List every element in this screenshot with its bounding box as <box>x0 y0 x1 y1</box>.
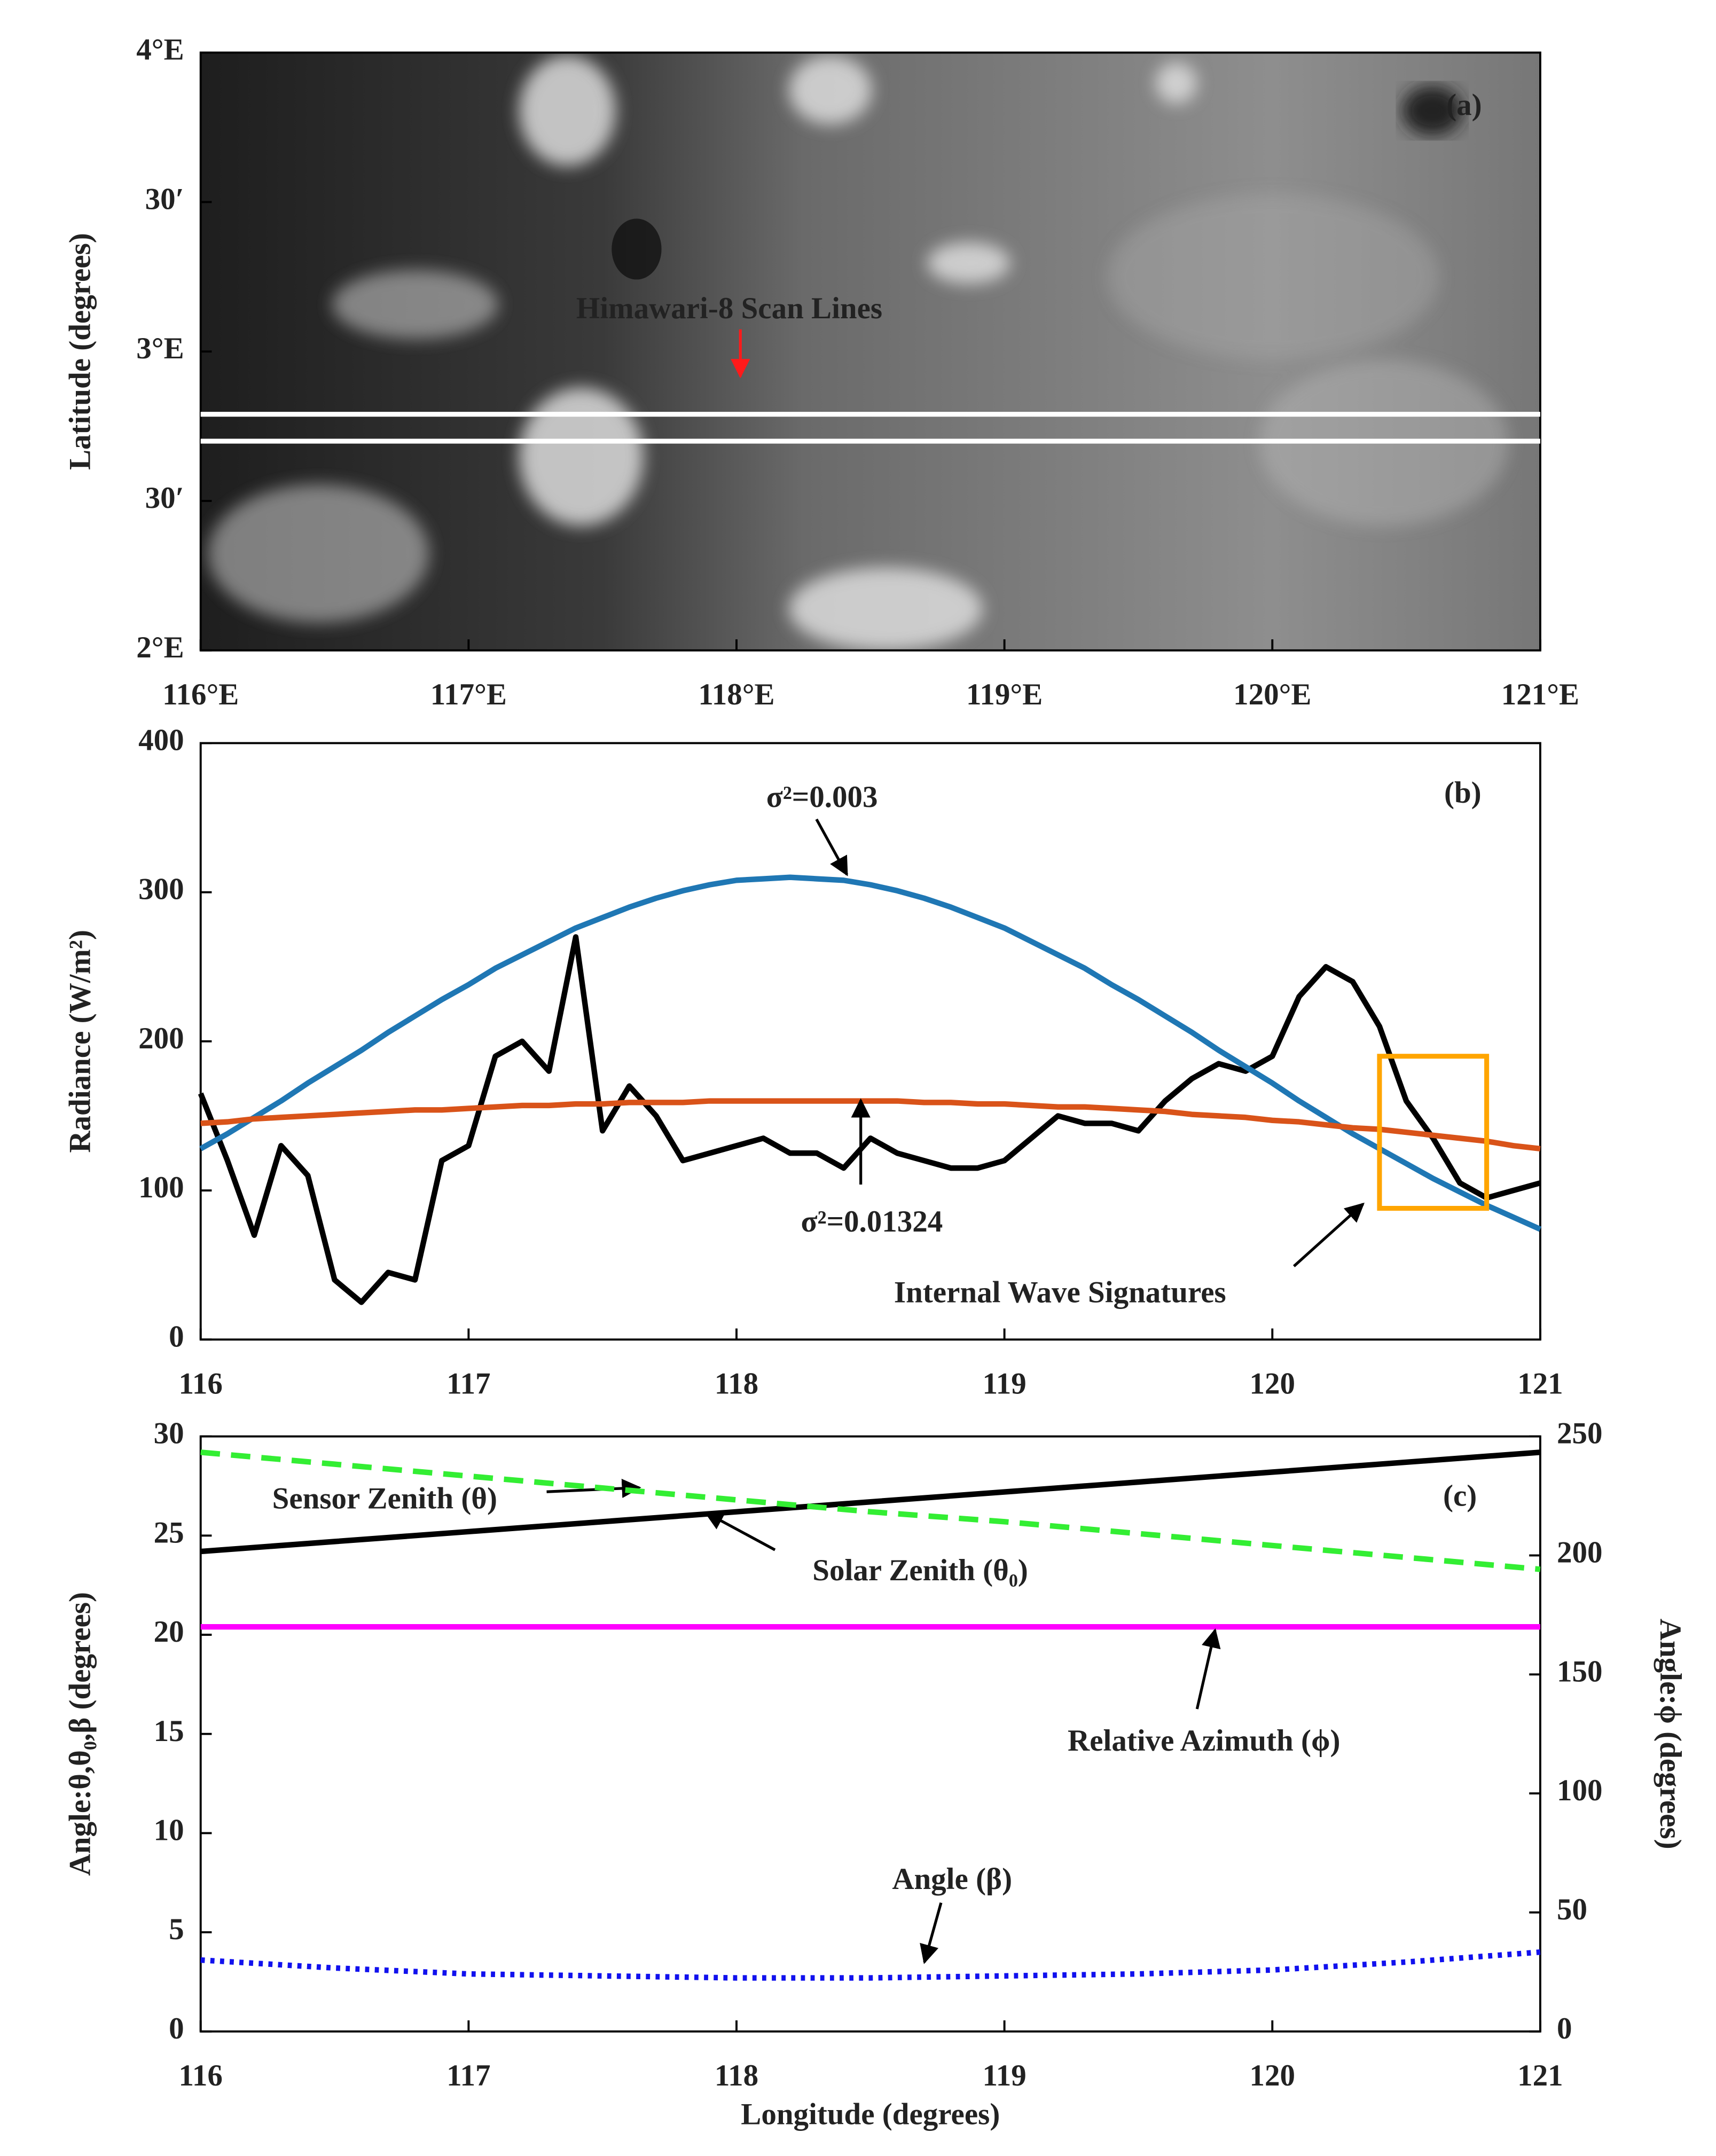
x-tick-label: 120°E <box>1233 678 1311 711</box>
annotation: Solar Zenith (θ₀) <box>812 1554 1028 1587</box>
series-line <box>200 1449 1541 1555</box>
y-tick-label: 30′ <box>145 182 184 216</box>
y2-tick-label: 250 <box>1557 1417 1603 1451</box>
x-tick-label: 117 <box>446 1367 490 1400</box>
annotation: Internal Wave Signatures <box>894 1275 1226 1309</box>
x-tick-label: 119 <box>982 2059 1026 2092</box>
y-tick-label: 30′ <box>145 481 184 515</box>
annotation: (c) <box>1443 1479 1477 1512</box>
y2-tick-label: 50 <box>1557 1893 1587 1926</box>
x-tick-label: 117 <box>446 2059 490 2092</box>
y-tick-label: 20 <box>154 1615 184 1649</box>
x-tick-label: 121 <box>1517 2059 1563 2092</box>
x-tick-label: 118°E <box>698 678 774 711</box>
plot-frame <box>199 742 1541 1341</box>
series-line <box>200 1098 1541 1152</box>
x-tick-label: 117°E <box>430 678 507 711</box>
y-tick-label: 3°E <box>136 332 184 365</box>
y-tick-label: 0 <box>169 2012 184 2045</box>
x-tick-label: 116°E <box>162 678 239 711</box>
y2-axis-label: Angle:ϕ (degrees) <box>1654 1619 1687 1849</box>
y-tick-label: 0 <box>169 1320 184 1353</box>
x-tick-label: 116 <box>179 1367 223 1400</box>
x-tick-label: 120 <box>1250 1367 1296 1400</box>
x-tick-label: 121°E <box>1501 678 1579 711</box>
arrow <box>546 1478 641 1499</box>
y-tick-label: 15 <box>154 1714 184 1748</box>
x-tick-label: 119 <box>982 1367 1026 1400</box>
highlight-box <box>1377 1054 1490 1211</box>
arrow <box>920 1902 943 1964</box>
x-tick-label: 120 <box>1250 2059 1296 2092</box>
arrow <box>704 1511 776 1551</box>
arrow <box>815 818 849 876</box>
series-line <box>200 1449 1541 1572</box>
x-tick-label: 116 <box>179 2059 223 2092</box>
annotation: Angle (β) <box>892 1862 1012 1896</box>
annotation: (a) <box>1446 88 1482 122</box>
annotation: Himawari-8 Scan Lines <box>576 292 882 325</box>
annotation: Sensor Zenith (θ) <box>272 1481 497 1515</box>
arrow <box>1195 1628 1221 1710</box>
annotation: σ²=0.003 <box>766 780 878 814</box>
y-tick-label: 100 <box>138 1171 184 1204</box>
y-tick-label: 5 <box>169 1912 184 1946</box>
y-tick-label: 4°E <box>136 33 184 67</box>
satellite-image <box>200 52 1540 650</box>
y2-tick-label: 0 <box>1557 2012 1572 2045</box>
y-tick-label: 400 <box>138 724 184 757</box>
x-tick-label: 118 <box>715 2059 758 2092</box>
series-line <box>198 934 1541 1305</box>
y-axis-label: Latitude (degrees) <box>64 233 97 470</box>
y2-tick-label: 150 <box>1557 1655 1603 1688</box>
y-tick-label: 200 <box>138 1022 184 1055</box>
x-axis-label: Longitude (degrees) <box>741 2098 1000 2131</box>
series-line <box>199 874 1542 1232</box>
y-tick-label: 30 <box>154 1417 184 1451</box>
x-tick-label: 121 <box>1517 1367 1563 1400</box>
annotation: (b) <box>1444 776 1482 810</box>
y-tick-label: 10 <box>154 1813 184 1847</box>
y-tick-label: 25 <box>154 1516 184 1549</box>
y2-tick-label: 200 <box>1557 1536 1603 1570</box>
y-axis-label: Radiance (W/m²) <box>64 930 97 1153</box>
x-tick-label: 118 <box>715 1367 758 1400</box>
y2-tick-label: 100 <box>1557 1774 1603 1807</box>
y-axis-label: Angle:θ,θ₀,β (degrees) <box>64 1592 97 1876</box>
arrow <box>1292 1202 1365 1267</box>
y-tick-label: 2°E <box>136 631 184 664</box>
annotation: σ²=0.01324 <box>801 1205 943 1238</box>
x-tick-label: 119°E <box>966 678 1043 711</box>
series-line <box>200 1949 1541 1981</box>
annotation: Relative Azimuth (ϕ) <box>1068 1724 1340 1758</box>
y-tick-label: 300 <box>138 873 184 906</box>
